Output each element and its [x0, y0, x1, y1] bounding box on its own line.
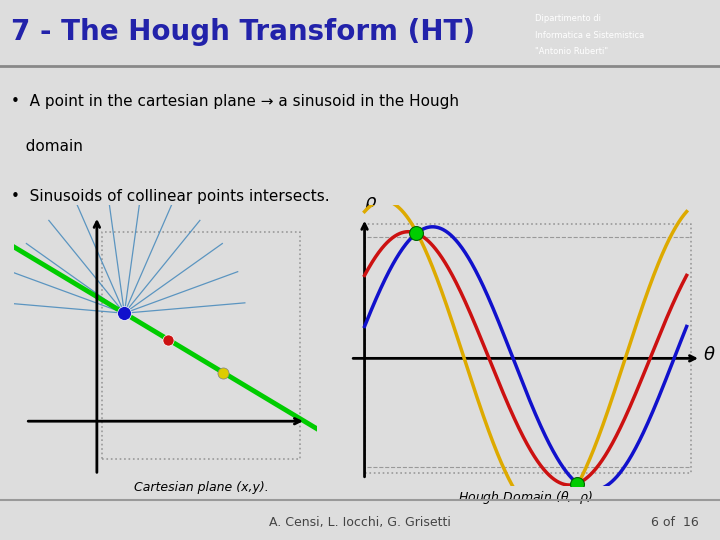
Text: Dipartimento di: Dipartimento di	[534, 15, 600, 23]
Text: Informatica e Sistemistica: Informatica e Sistemistica	[534, 31, 644, 39]
Text: $\rho$: $\rho$	[364, 195, 377, 213]
Text: domain: domain	[11, 139, 83, 154]
Text: "Antonio Ruberti": "Antonio Ruberti"	[534, 47, 608, 56]
Text: 6 of  16: 6 of 16	[651, 516, 698, 529]
Text: Cartesian plane (x,y).: Cartesian plane (x,y).	[134, 481, 269, 494]
Text: •  Sinusoids of collinear points intersects.: • Sinusoids of collinear points intersec…	[11, 189, 330, 204]
Text: 7 - The Hough Transform (HT): 7 - The Hough Transform (HT)	[11, 18, 475, 46]
Text: $\theta$: $\theta$	[703, 346, 716, 364]
Text: •  A point in the cartesian plane → a sinusoid in the Hough: • A point in the cartesian plane → a sin…	[11, 94, 459, 109]
Text: Hough Domain ($\theta$,  $\rho$): Hough Domain ($\theta$, $\rho$)	[458, 489, 593, 506]
Text: A. Censi, L. Iocchi, G. Grisetti: A. Censi, L. Iocchi, G. Grisetti	[269, 516, 451, 529]
